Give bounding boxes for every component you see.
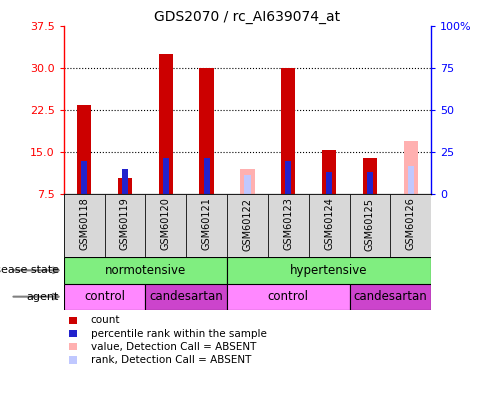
Text: GSM60125: GSM60125 — [365, 198, 375, 251]
Bar — [240, 169, 255, 194]
Text: agent: agent — [26, 292, 59, 302]
Text: count: count — [91, 315, 120, 326]
Text: rank, Detection Call = ABSENT: rank, Detection Call = ABSENT — [91, 355, 251, 365]
Text: disease state: disease state — [0, 265, 59, 275]
Bar — [146, 284, 227, 310]
Text: control: control — [84, 290, 125, 303]
Text: GSM60123: GSM60123 — [283, 198, 294, 250]
Bar — [326, 172, 332, 194]
Bar — [146, 194, 186, 257]
Text: value, Detection Call = ABSENT: value, Detection Call = ABSENT — [91, 342, 256, 352]
Bar — [367, 172, 373, 194]
Text: GSM60122: GSM60122 — [243, 198, 252, 251]
Bar — [309, 194, 349, 257]
Bar — [64, 194, 104, 257]
Text: normotensive: normotensive — [105, 264, 186, 277]
Bar — [64, 257, 227, 284]
Text: control: control — [268, 290, 309, 303]
Text: GSM60119: GSM60119 — [120, 198, 130, 250]
Title: GDS2070 / rc_AI639074_at: GDS2070 / rc_AI639074_at — [154, 10, 341, 24]
Text: GSM60121: GSM60121 — [201, 198, 212, 250]
Bar — [349, 284, 431, 310]
Bar — [186, 194, 227, 257]
Bar — [391, 194, 431, 257]
Text: GSM60118: GSM60118 — [79, 198, 89, 250]
Bar — [227, 284, 349, 310]
Bar — [245, 175, 250, 194]
Bar — [199, 68, 214, 194]
Text: percentile rank within the sample: percentile rank within the sample — [91, 328, 267, 339]
Bar — [77, 105, 91, 194]
Bar — [363, 158, 377, 194]
Bar — [227, 194, 268, 257]
Bar — [81, 161, 87, 194]
Text: candesartan: candesartan — [149, 290, 223, 303]
Bar — [122, 169, 128, 194]
Bar — [118, 177, 132, 194]
Bar — [285, 161, 292, 194]
Bar — [349, 194, 391, 257]
Bar — [268, 194, 309, 257]
Bar — [159, 54, 173, 194]
Bar — [322, 149, 336, 194]
Bar — [203, 158, 210, 194]
Bar — [404, 141, 418, 194]
Text: hypertensive: hypertensive — [291, 264, 368, 277]
Bar — [408, 166, 414, 194]
Bar — [64, 284, 146, 310]
Bar — [281, 68, 295, 194]
Bar — [227, 257, 431, 284]
Text: candesartan: candesartan — [353, 290, 427, 303]
Bar — [163, 158, 169, 194]
Text: GSM60124: GSM60124 — [324, 198, 334, 250]
Bar — [104, 194, 146, 257]
Text: GSM60120: GSM60120 — [161, 198, 171, 250]
Text: GSM60126: GSM60126 — [406, 198, 416, 250]
